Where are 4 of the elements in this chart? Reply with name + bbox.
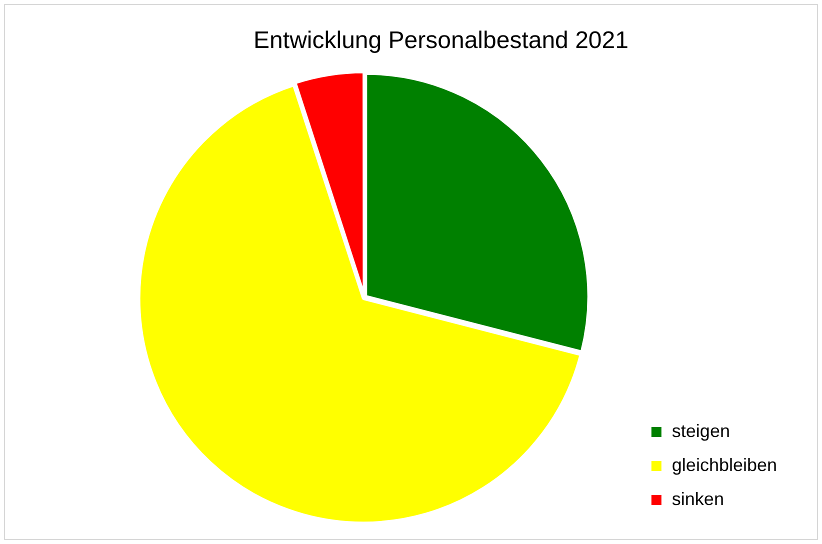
legend-label: steigen — [672, 420, 730, 441]
legend-label: sinken — [672, 488, 724, 509]
legend-label: gleichbleiben — [672, 454, 778, 475]
chart-title: Entwicklung Personalbestand 2021 — [254, 27, 628, 54]
